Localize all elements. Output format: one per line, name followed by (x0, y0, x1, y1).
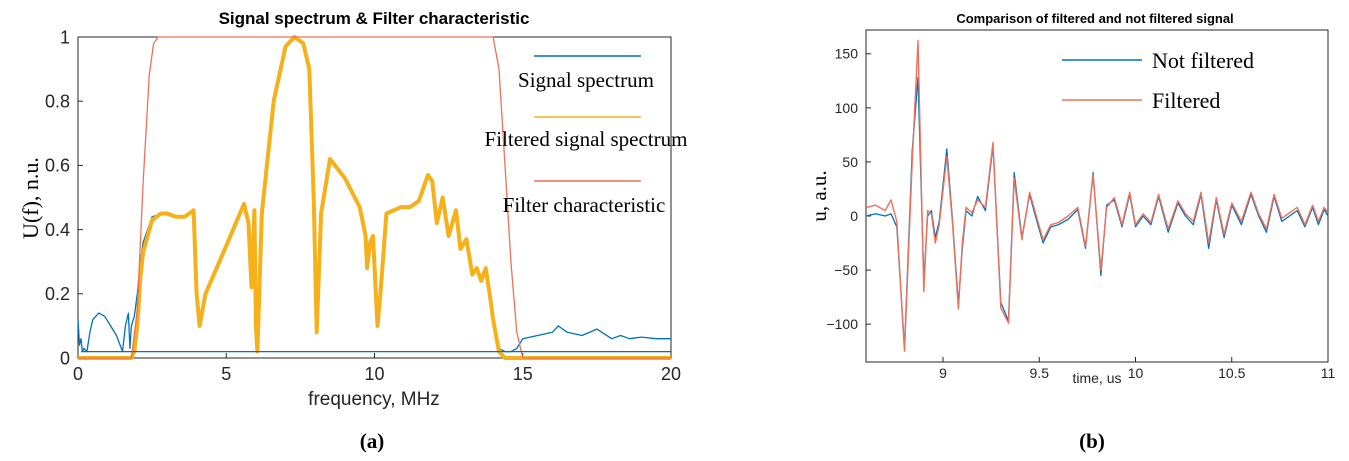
chart-a-panel-label: (a) (360, 429, 385, 453)
series-line-1 (865, 40, 1329, 352)
chart-a-xlabel: frequency, MHz (308, 389, 440, 410)
legend-label: Not filtered (1152, 48, 1254, 73)
x-tick-label: 10 (364, 364, 384, 384)
x-tick-label: 9.5 (1030, 365, 1050, 381)
legend-label: Filtered signal spectrum (485, 127, 688, 151)
x-tick-label: 11 (1321, 365, 1336, 381)
series-line-2 (78, 36, 671, 359)
chart-a-ylabel: U(f), n.u. (18, 157, 43, 239)
x-tick-label: 0 (73, 364, 83, 384)
series-line-1 (78, 35, 671, 360)
chart-b-title: Comparison of filtered and not filtered … (956, 11, 1233, 26)
x-tick-label: 10 (1128, 365, 1144, 381)
y-tick-label: −50 (834, 262, 858, 278)
legend-label: Signal spectrum (518, 68, 654, 92)
chart-b-panel-label: (b) (1079, 429, 1105, 453)
legend-label: Filtered (1152, 88, 1220, 113)
y-tick-label: 0 (850, 208, 858, 224)
chart-b-ylabel: u, a.u. (807, 170, 831, 221)
chart-b-series (865, 40, 1329, 352)
x-tick-label: 10.5 (1218, 365, 1245, 381)
y-tick-label: 1 (60, 27, 70, 47)
y-tick-label: 0.2 (45, 284, 70, 304)
y-tick-label: 0.6 (45, 156, 70, 176)
x-tick-label: 5 (221, 364, 231, 384)
x-tick-label: 9 (939, 365, 947, 381)
y-tick-label: 0.8 (45, 92, 70, 112)
y-tick-label: 0 (60, 348, 70, 368)
y-tick-label: 100 (835, 100, 859, 116)
chart-spectrum: Signal spectrum & Filter characteristic … (18, 9, 687, 453)
chart-a-series (77, 35, 671, 360)
legend-label: Filter characteristic (503, 193, 666, 217)
y-tick-label: −100 (826, 316, 858, 332)
chart-b-legend: Not filtered Filtered (1062, 48, 1254, 113)
chart-signal-comparison: Comparison of filtered and not filtered … (807, 11, 1335, 453)
y-tick-label: 50 (842, 154, 858, 170)
chart-b-plot-area (865, 29, 1329, 363)
x-tick-label: 20 (661, 364, 681, 384)
chart-a-title: Signal spectrum & Filter characteristic (219, 9, 530, 28)
y-tick-label: 0.4 (45, 220, 70, 240)
chart-b-xlabel: time, us (1072, 370, 1121, 386)
chart-a-legend: Signal spectrum Filtered signal spectrum F… (485, 55, 688, 217)
y-tick-label: 150 (835, 46, 859, 62)
x-tick-label: 15 (513, 364, 533, 384)
